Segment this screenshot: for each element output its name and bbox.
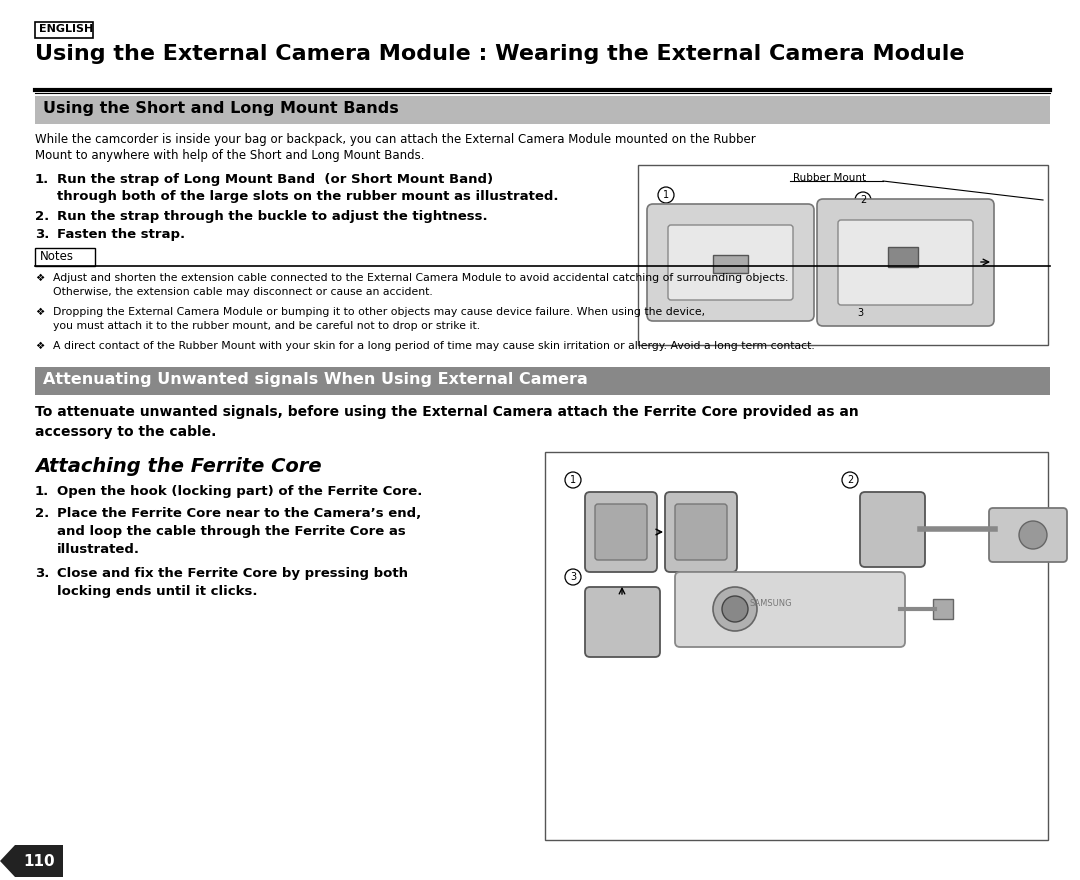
Text: 1: 1 <box>570 475 576 485</box>
FancyBboxPatch shape <box>585 587 660 657</box>
Text: Attenuating Unwanted signals When Using External Camera: Attenuating Unwanted signals When Using … <box>43 372 588 387</box>
Text: Dropping the External Camera Module or bumping it to other objects may cause dev: Dropping the External Camera Module or b… <box>53 307 705 317</box>
Text: A direct contact of the Rubber Mount with your skin for a long period of time ma: A direct contact of the Rubber Mount wit… <box>53 341 814 351</box>
Text: ❖: ❖ <box>35 273 44 283</box>
Text: 2: 2 <box>847 475 853 485</box>
Bar <box>35 367 1050 395</box>
Text: Using the External Camera Module : Wearing the External Camera Module: Using the External Camera Module : Weari… <box>35 44 964 64</box>
Bar <box>933 599 953 619</box>
FancyBboxPatch shape <box>647 204 814 321</box>
Text: accessory to the cable.: accessory to the cable. <box>35 425 216 439</box>
Polygon shape <box>0 845 15 877</box>
Text: Run the strap through the buckle to adjust the tightness.: Run the strap through the buckle to adju… <box>57 210 488 223</box>
FancyBboxPatch shape <box>669 225 793 300</box>
Text: 2.: 2. <box>35 210 50 223</box>
Text: 1.: 1. <box>35 485 50 498</box>
Text: To attenuate unwanted signals, before using the External Camera attach the Ferri: To attenuate unwanted signals, before us… <box>35 405 859 419</box>
Text: 2: 2 <box>860 195 866 205</box>
Text: through both of the large slots on the rubber mount as illustrated.: through both of the large slots on the r… <box>57 190 558 203</box>
Text: ❖: ❖ <box>35 307 44 317</box>
Text: ❖: ❖ <box>35 341 44 351</box>
Bar <box>638 165 1048 345</box>
Text: SAMSUNG: SAMSUNG <box>750 599 793 608</box>
FancyBboxPatch shape <box>860 492 924 567</box>
Text: Otherwise, the extension cable may disconnect or cause an accident.: Otherwise, the extension cable may disco… <box>53 287 433 297</box>
Text: locking ends until it clicks.: locking ends until it clicks. <box>57 585 257 598</box>
Text: Notes: Notes <box>40 250 75 263</box>
Bar <box>35 96 1050 124</box>
Circle shape <box>1020 521 1047 549</box>
Text: Rubber Mount: Rubber Mount <box>793 173 866 183</box>
Bar <box>35 248 95 266</box>
Text: While the camcorder is inside your bag or backpack, you can attach the External : While the camcorder is inside your bag o… <box>35 133 756 146</box>
FancyBboxPatch shape <box>816 199 994 326</box>
FancyBboxPatch shape <box>675 572 905 647</box>
Text: ENGLISH: ENGLISH <box>39 24 93 34</box>
Bar <box>713 255 748 273</box>
Text: 110: 110 <box>23 854 55 869</box>
Text: Close and fix the Ferrite Core by pressing both: Close and fix the Ferrite Core by pressi… <box>57 567 408 580</box>
FancyBboxPatch shape <box>665 492 737 572</box>
Bar <box>888 247 918 267</box>
Text: Mount to anywhere with help of the Short and Long Mount Bands.: Mount to anywhere with help of the Short… <box>35 149 424 162</box>
FancyBboxPatch shape <box>585 492 657 572</box>
FancyBboxPatch shape <box>838 220 973 305</box>
Text: 1.: 1. <box>35 173 50 186</box>
Text: 3.: 3. <box>35 228 50 241</box>
Text: 3: 3 <box>856 308 863 318</box>
Bar <box>15 845 63 877</box>
Text: you must attach it to the rubber mount, and be careful not to drop or strike it.: you must attach it to the rubber mount, … <box>53 321 481 331</box>
Bar <box>545 452 1048 840</box>
Text: Using the Short and Long Mount Bands: Using the Short and Long Mount Bands <box>43 101 399 116</box>
Text: Open the hook (locking part) of the Ferrite Core.: Open the hook (locking part) of the Ferr… <box>57 485 422 498</box>
Text: illustrated.: illustrated. <box>57 543 140 556</box>
Text: Fasten the strap.: Fasten the strap. <box>57 228 185 241</box>
FancyBboxPatch shape <box>989 508 1067 562</box>
Text: Attaching the Ferrite Core: Attaching the Ferrite Core <box>35 457 322 476</box>
Text: 3.: 3. <box>35 567 50 580</box>
Text: Adjust and shorten the extension cable connected to the External Camera Module t: Adjust and shorten the extension cable c… <box>53 273 788 283</box>
Circle shape <box>723 596 748 622</box>
Text: 2.: 2. <box>35 507 50 520</box>
FancyBboxPatch shape <box>675 504 727 560</box>
Circle shape <box>713 587 757 631</box>
Text: 1: 1 <box>663 190 670 200</box>
Bar <box>35 22 93 38</box>
Text: and loop the cable through the Ferrite Core as: and loop the cable through the Ferrite C… <box>57 525 406 538</box>
Text: Place the Ferrite Core near to the Camera’s end,: Place the Ferrite Core near to the Camer… <box>57 507 421 520</box>
Text: Run the strap of Long Mount Band  (or Short Mount Band): Run the strap of Long Mount Band (or Sho… <box>57 173 494 186</box>
Text: 3: 3 <box>570 572 576 582</box>
FancyBboxPatch shape <box>595 504 647 560</box>
